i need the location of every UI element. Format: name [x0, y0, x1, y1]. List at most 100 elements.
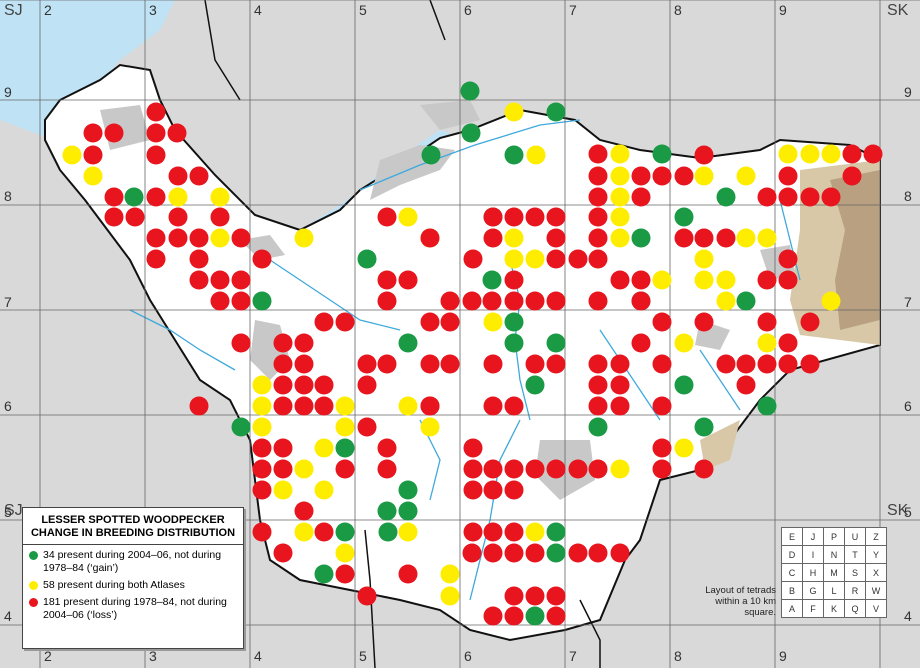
both-dot	[694, 270, 714, 290]
loss-dot	[231, 291, 251, 311]
tetrad-key-cell: P	[823, 527, 845, 546]
loss-dot	[273, 396, 293, 416]
col-label-top: 5	[359, 2, 367, 18]
legend-item-both: 58 present during both Atlases	[29, 579, 237, 592]
loss-dot	[610, 543, 630, 563]
loss-dot	[546, 586, 566, 606]
row-label-left: 8	[4, 188, 12, 204]
estuary-water	[0, 0, 470, 245]
row-label-left: 9	[4, 84, 12, 100]
loss-dot	[842, 166, 862, 186]
upland-area-dark	[830, 170, 880, 330]
loss-dot	[736, 375, 756, 395]
loss-dot	[483, 354, 503, 374]
gain-dot	[398, 501, 418, 521]
loss-dot	[588, 543, 608, 563]
loss-dot	[588, 187, 608, 207]
both-dot	[252, 417, 272, 437]
loss-dot	[146, 187, 166, 207]
row-label-right: 8	[904, 188, 912, 204]
loss-dot	[357, 586, 377, 606]
both-dot	[610, 187, 630, 207]
loss-dot	[189, 249, 209, 269]
row-label-right: 4	[904, 608, 912, 624]
loss-dot	[778, 354, 798, 374]
loss-dot	[483, 522, 503, 542]
loss-dot	[294, 354, 314, 374]
loss-dot	[504, 480, 524, 500]
loss-dot	[778, 249, 798, 269]
both-dot	[210, 228, 230, 248]
loss-dot	[800, 354, 820, 374]
loss-dot	[294, 333, 314, 353]
row-label-left: 6	[4, 398, 12, 414]
legend-title-line1: LESSER SPOTTED WOODPECKER	[41, 514, 225, 526]
loss-dot	[504, 586, 524, 606]
loss-dot	[104, 123, 124, 143]
boundary-lines	[204, 0, 601, 668]
loss-dot	[504, 396, 524, 416]
loss-dot	[821, 187, 841, 207]
loss-dot	[694, 459, 714, 479]
loss-dot	[588, 354, 608, 374]
row-label-right: 9	[904, 84, 912, 100]
loss-dot	[778, 187, 798, 207]
loss-dot	[314, 522, 334, 542]
tetrad-key-cell: R	[844, 581, 866, 600]
gain-dot	[231, 417, 251, 437]
gain-dot	[461, 123, 481, 143]
tetrad-key-cell: A	[781, 599, 803, 618]
col-label-bottom: 5	[359, 648, 367, 664]
loss-dot	[83, 123, 103, 143]
gain-dot	[504, 333, 524, 353]
gain-dot	[525, 606, 545, 626]
row-label-right: 7	[904, 294, 912, 310]
gain-dot	[378, 522, 398, 542]
loss-dot	[504, 270, 524, 290]
gain-dot	[335, 522, 355, 542]
loss-dot	[463, 522, 483, 542]
loss-dot	[778, 333, 798, 353]
loss-dot	[546, 291, 566, 311]
loss-dot	[525, 354, 545, 374]
loss-dot	[610, 270, 630, 290]
loss-dot	[294, 501, 314, 521]
loss-dot	[104, 187, 124, 207]
both-dot	[525, 249, 545, 269]
loss-dot	[273, 375, 293, 395]
legend-both-text: 58 present during both Atlases	[43, 579, 185, 591]
both-dot	[610, 459, 630, 479]
both-dot	[800, 144, 820, 164]
loss-dot	[168, 166, 188, 186]
loss-dot	[525, 291, 545, 311]
loss-dot	[483, 207, 503, 227]
loss-dot	[652, 396, 672, 416]
loss-dot	[377, 270, 397, 290]
row-label-left: 7	[4, 294, 12, 310]
loss-dot	[757, 187, 777, 207]
loss-dot	[463, 249, 483, 269]
both-dot	[694, 166, 714, 186]
gain-dot	[546, 543, 566, 563]
loss-dot	[210, 207, 230, 227]
loss-dot	[674, 228, 694, 248]
both-dot	[440, 586, 460, 606]
loss-dot	[800, 187, 820, 207]
both-dot	[210, 187, 230, 207]
loss-dot	[377, 354, 397, 374]
loss-dot	[189, 166, 209, 186]
both-dot	[716, 270, 736, 290]
tetrad-key-cell: C	[781, 563, 803, 582]
gain-dot	[546, 522, 566, 542]
loss-dot	[252, 459, 272, 479]
loss-dot	[863, 144, 883, 164]
col-label-top: 8	[674, 2, 682, 18]
loss-dot	[652, 354, 672, 374]
loss-dot	[842, 144, 862, 164]
loss-dot	[146, 249, 166, 269]
both-dot	[168, 187, 188, 207]
loss-dot	[168, 228, 188, 248]
